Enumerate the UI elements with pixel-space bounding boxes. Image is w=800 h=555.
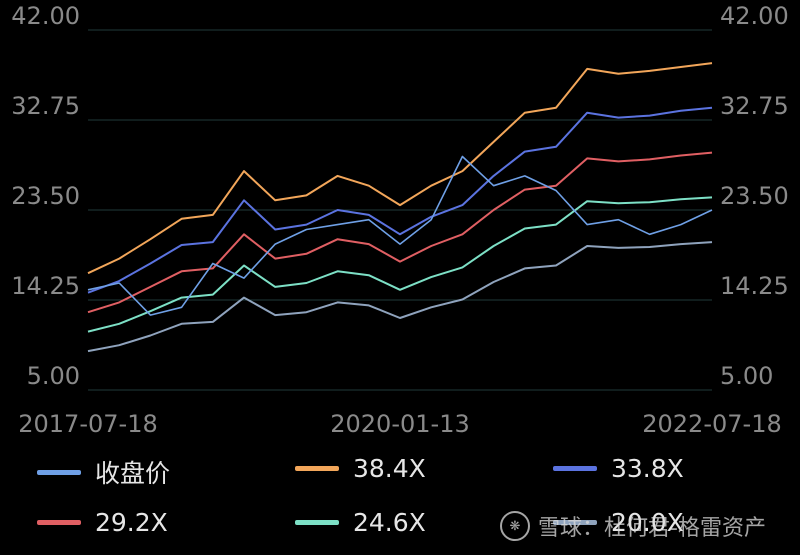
y-tick-label-left: 14.25 bbox=[11, 272, 80, 300]
series-line-24-6x bbox=[87, 196, 713, 333]
y-tick-label-right: 23.50 bbox=[720, 182, 789, 210]
tick-labels: 42.00 42.00 32.75 32.75 23.50 23.50 14.25 14.25… bbox=[11, 2, 788, 438]
legend-label: 29.2X bbox=[95, 508, 168, 537]
snowball-logo-icon: ❋ bbox=[500, 511, 530, 541]
watermark-text: 雪球：杜何君-格雷资产 bbox=[538, 516, 766, 541]
legend-item-close: 收盘价 bbox=[37, 454, 170, 490]
x-tick-label: 2022-07-18 bbox=[642, 410, 781, 438]
x-tick-label: 2017-07-18 bbox=[18, 410, 157, 438]
y-tick-label-left: 5.00 bbox=[27, 362, 80, 390]
y-tick-label-right: 42.00 bbox=[720, 2, 789, 30]
legend-label: 38.4X bbox=[353, 454, 426, 483]
y-tick-label-right: 32.75 bbox=[720, 92, 789, 120]
legend-swatch bbox=[295, 520, 339, 525]
series-line-29-2x bbox=[87, 151, 713, 314]
legend-label: 20.0X bbox=[611, 508, 684, 537]
legend-swatch bbox=[295, 466, 339, 471]
legend-item-24-6x: 24.6X bbox=[295, 508, 426, 537]
x-tick-label: 2020-01-13 bbox=[330, 410, 469, 438]
pe-band-chart: 42.00 42.00 32.75 32.75 23.50 23.50 14.25 14.25… bbox=[11, 2, 788, 438]
y-tick-label-left: 32.75 bbox=[11, 92, 80, 120]
y-tick-label-right: 5.00 bbox=[720, 362, 773, 390]
legend-swatch bbox=[553, 520, 597, 525]
watermark: ❋ 雪球：杜何君-格雷资产 bbox=[500, 508, 795, 544]
y-tick-label-right: 14.25 bbox=[720, 272, 789, 300]
series-layer bbox=[87, 62, 713, 353]
series-line-33-8x bbox=[87, 106, 713, 294]
legend-swatch bbox=[553, 466, 597, 471]
series-line-38-4x bbox=[87, 62, 713, 275]
legend-item-29-2x: 29.2X bbox=[37, 508, 168, 537]
legend-label: 24.6X bbox=[353, 508, 426, 537]
legend-label: 收盘价 bbox=[95, 459, 171, 488]
legend-item-33-8x: 33.8X bbox=[553, 454, 684, 483]
legend-item-20-0x: 20.0X bbox=[553, 508, 684, 537]
legend-swatch bbox=[37, 469, 81, 475]
series-line-20-0x bbox=[87, 241, 713, 353]
y-tick-label-left: 42.00 bbox=[11, 2, 80, 30]
legend: 收盘价 38.4X 33.8X 29.2X 24.6X 20.0X bbox=[0, 448, 800, 555]
legend-item-38-4x: 38.4X bbox=[295, 454, 426, 483]
legend-swatch bbox=[37, 520, 81, 525]
grid-lines bbox=[88, 29, 712, 391]
series-line-- bbox=[87, 155, 713, 316]
y-tick-label-left: 23.50 bbox=[11, 182, 80, 210]
legend-label: 33.8X bbox=[611, 454, 684, 483]
